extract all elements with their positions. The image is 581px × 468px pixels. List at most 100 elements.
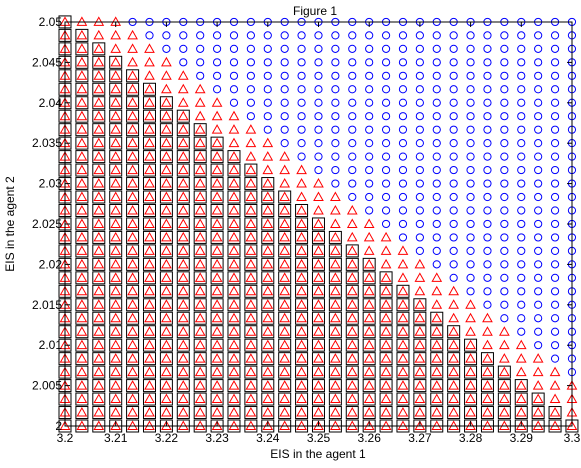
triangle-marker [313, 380, 324, 390]
triangle-marker [93, 97, 105, 107]
triangle-marker [448, 407, 460, 417]
circle-marker [280, 71, 289, 80]
circle-marker [179, 58, 188, 67]
square-marker [193, 244, 207, 258]
triangle-marker [211, 110, 223, 121]
triangle-marker [228, 326, 240, 336]
triangle-marker [245, 299, 257, 309]
square-marker [176, 150, 190, 164]
triangle-marker [380, 299, 392, 309]
triangle-marker [177, 124, 189, 134]
circle-marker [263, 98, 272, 107]
circle-marker [466, 179, 475, 188]
y-tick-label: 2.02 [39, 257, 63, 271]
circle-marker [331, 98, 340, 107]
triangle-marker [110, 339, 122, 350]
square-marker [92, 190, 106, 204]
triangle-marker [431, 285, 443, 296]
circle-marker [314, 98, 323, 107]
triangle-marker [127, 191, 138, 202]
square-marker [227, 190, 241, 204]
square-marker [109, 284, 123, 298]
triangle-marker [279, 258, 291, 269]
triangle-marker [127, 124, 138, 134]
triangle-marker [144, 178, 155, 188]
square-marker [261, 284, 275, 298]
triangle-marker [93, 339, 105, 350]
square-marker [261, 217, 275, 231]
y-tick-label: 2 [55, 419, 62, 433]
circle-marker [534, 44, 543, 53]
triangle-marker [177, 299, 189, 309]
triangle-marker [76, 191, 88, 202]
square-marker [362, 352, 376, 366]
square-marker [210, 257, 224, 271]
triangle-marker [161, 204, 172, 215]
square-marker [176, 271, 190, 285]
triangle-marker [76, 407, 88, 417]
circle-marker [500, 58, 509, 67]
triangle-marker [279, 407, 291, 417]
square-marker [75, 28, 89, 42]
triangle-marker [161, 70, 172, 80]
triangle-marker [313, 393, 324, 404]
triangle-marker [515, 339, 527, 350]
triangle-marker [110, 164, 122, 175]
triangle-marker [110, 151, 122, 161]
square-marker [413, 379, 427, 393]
triangle-marker [76, 204, 88, 215]
square-marker [480, 365, 494, 379]
triangle-marker [144, 326, 155, 336]
circle-marker [534, 71, 543, 80]
circle-marker [246, 98, 255, 107]
triangle-marker [144, 258, 155, 269]
circle-marker [297, 98, 306, 107]
circle-marker [263, 85, 272, 94]
square-marker [193, 284, 207, 298]
triangle-marker [296, 164, 307, 175]
square-marker [210, 136, 224, 150]
triangle-marker [262, 231, 274, 242]
square-marker [92, 338, 106, 352]
triangle-marker [177, 70, 189, 80]
triangle-marker [380, 258, 392, 269]
triangle-marker [313, 285, 324, 296]
square-marker [328, 311, 342, 325]
circle-marker [432, 206, 441, 215]
square-marker [328, 352, 342, 366]
circle-marker [415, 58, 424, 67]
triangle-marker [76, 285, 88, 296]
triangle-marker [211, 218, 223, 228]
triangle-marker [76, 299, 88, 309]
square-marker [92, 42, 106, 56]
circle-marker [212, 31, 222, 40]
triangle-marker [414, 339, 426, 350]
triangle-marker [76, 56, 88, 67]
square-marker [142, 406, 156, 420]
circle-marker [466, 165, 475, 175]
triangle-marker [245, 393, 257, 404]
circle-marker [550, 341, 560, 350]
triangle-marker [194, 272, 206, 282]
circle-marker [483, 98, 492, 107]
circle-marker [365, 139, 374, 148]
circle-marker [449, 273, 458, 282]
triangle-marker [262, 339, 274, 350]
triangle-marker [161, 312, 172, 323]
triangle-marker [228, 407, 240, 417]
triangle-marker [93, 366, 105, 377]
triangle-marker [127, 407, 138, 417]
square-marker [497, 365, 511, 379]
circle-marker [432, 192, 441, 202]
square-marker [261, 311, 275, 325]
square-marker [447, 325, 461, 339]
square-marker [159, 203, 173, 217]
triangle-marker [110, 97, 122, 107]
square-marker [193, 150, 207, 164]
circle-marker [534, 233, 543, 242]
square-marker [142, 284, 156, 298]
triangle-marker [279, 366, 291, 377]
circle-marker [466, 112, 475, 121]
square-marker [278, 352, 292, 366]
square-marker [497, 379, 511, 393]
